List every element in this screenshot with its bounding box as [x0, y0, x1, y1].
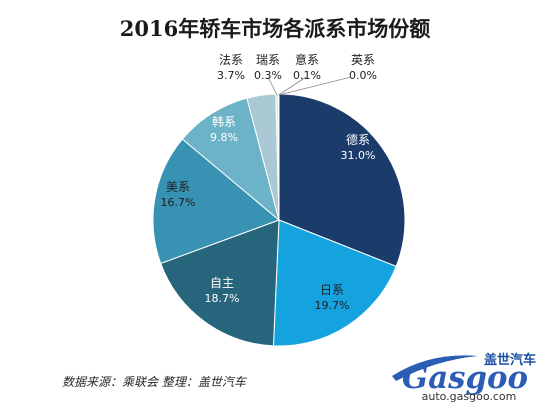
slice-value-label-1: 31.0%: [341, 149, 376, 162]
slice-value-label-6: 3.7%: [217, 69, 245, 82]
pie-slice-3: [160, 219, 280, 347]
leader-lines: [267, 76, 352, 96]
slice-value-label-5: 9.8%: [210, 131, 238, 144]
slice-value-label-9: 0.0%: [349, 69, 377, 82]
slice-name-label-3: 自主: [210, 276, 234, 290]
slice-labels: 德系 31.0% 日系 19.7% 自主 18.7% 美系 16.7% 韩系 9.8% 法系 3.7%…: [161, 52, 377, 312]
slice-value-label-7: 0.3%: [254, 69, 282, 82]
slice-name-label-9: 英系: [351, 53, 375, 67]
chart-title: 2016年轿车市场各派系市场份额: [120, 16, 430, 41]
slice-value-label-3: 18.7%: [205, 292, 240, 305]
leader-line-7: [267, 76, 278, 96]
slice-value-label-4: 16.7%: [161, 196, 196, 209]
pie-slice-1: [278, 93, 406, 268]
logo-chinese-text: 盖世汽车: [484, 352, 536, 368]
slice-value-label-8: 0.1%: [293, 69, 321, 82]
leader-line-9: [278, 76, 352, 96]
source-note: 数据来源：乘联会 整理：盖世汽车: [62, 375, 248, 389]
slice-name-label-6: 法系: [219, 53, 243, 67]
gasgoo-logo: 盖世汽车 Gasgoo auto.gasgoo.com: [392, 352, 536, 402]
slice-name-label-8: 意系: [295, 52, 319, 67]
slice-name-label-7: 瑞系: [256, 53, 280, 67]
leader-line-8: [278, 76, 307, 96]
slice-name-label-4: 美系: [166, 180, 190, 194]
slice-name-label-1: 德系: [346, 132, 370, 147]
logo-wordmark: Gasgoo: [402, 360, 528, 396]
pie-slices: [152, 93, 406, 347]
slice-value-label-2: 19.7%: [315, 299, 350, 312]
logo-url: auto.gasgoo.com: [422, 390, 517, 402]
pie-slice-2: [272, 219, 397, 347]
slice-name-label-2: 日系: [320, 283, 344, 297]
pie-slice-8: [277, 93, 280, 221]
pie-slice-4: [152, 138, 280, 265]
slice-name-label-5: 韩系: [212, 114, 236, 129]
logo-swoosh: [392, 355, 478, 381]
